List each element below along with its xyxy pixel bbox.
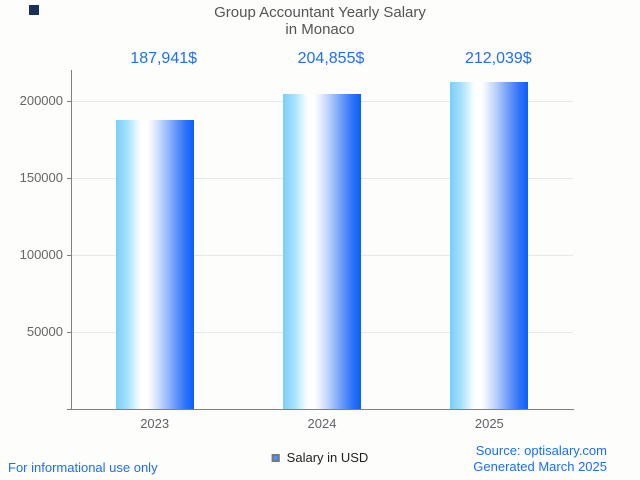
legend-marker-icon bbox=[271, 453, 280, 462]
y-tick-mark bbox=[67, 255, 71, 256]
x-tick-label: 2024 bbox=[307, 416, 337, 431]
bar-2024[interactable] bbox=[283, 94, 361, 409]
disclaimer-text: For informational use only bbox=[8, 460, 158, 475]
corner-mark bbox=[29, 5, 39, 15]
source-link[interactable]: Source: optisalary.com bbox=[475, 443, 607, 458]
generated-date: Generated March 2025 bbox=[473, 459, 607, 474]
bar-value-label: 212,039$ bbox=[464, 50, 532, 67]
chart-title-line2: in Monaco bbox=[285, 21, 355, 38]
x-tick-label: 2025 bbox=[474, 416, 504, 431]
legend-label: Salary in USD bbox=[286, 450, 369, 465]
bar-2023[interactable] bbox=[115, 120, 194, 409]
plot-area bbox=[71, 70, 573, 409]
y-tick-label: 200000 bbox=[19, 93, 63, 108]
y-tick-label: 50000 bbox=[26, 324, 63, 339]
x-axis-line bbox=[67, 409, 574, 410]
chart-title: Group Accountant Yearly Salary in Monaco bbox=[0, 4, 640, 38]
bar-value-label: 187,941$ bbox=[130, 50, 198, 67]
chart-title-line1: Group Accountant Yearly Salary bbox=[214, 4, 426, 21]
x-tick-label: 2023 bbox=[140, 416, 170, 431]
bar-value-label: 204,855$ bbox=[297, 50, 365, 67]
y-tick-mark bbox=[67, 101, 71, 102]
y-tick-mark bbox=[67, 178, 71, 179]
legend: Salary in USD bbox=[271, 450, 369, 465]
y-tick-label: 150000 bbox=[19, 170, 63, 185]
y-tick-mark bbox=[67, 332, 71, 333]
y-axis-line bbox=[71, 70, 72, 410]
source-info: Source: optisalary.com Generated March 2… bbox=[473, 443, 607, 475]
y-tick-label: 100000 bbox=[19, 247, 63, 262]
bar-2025[interactable] bbox=[450, 82, 529, 409]
